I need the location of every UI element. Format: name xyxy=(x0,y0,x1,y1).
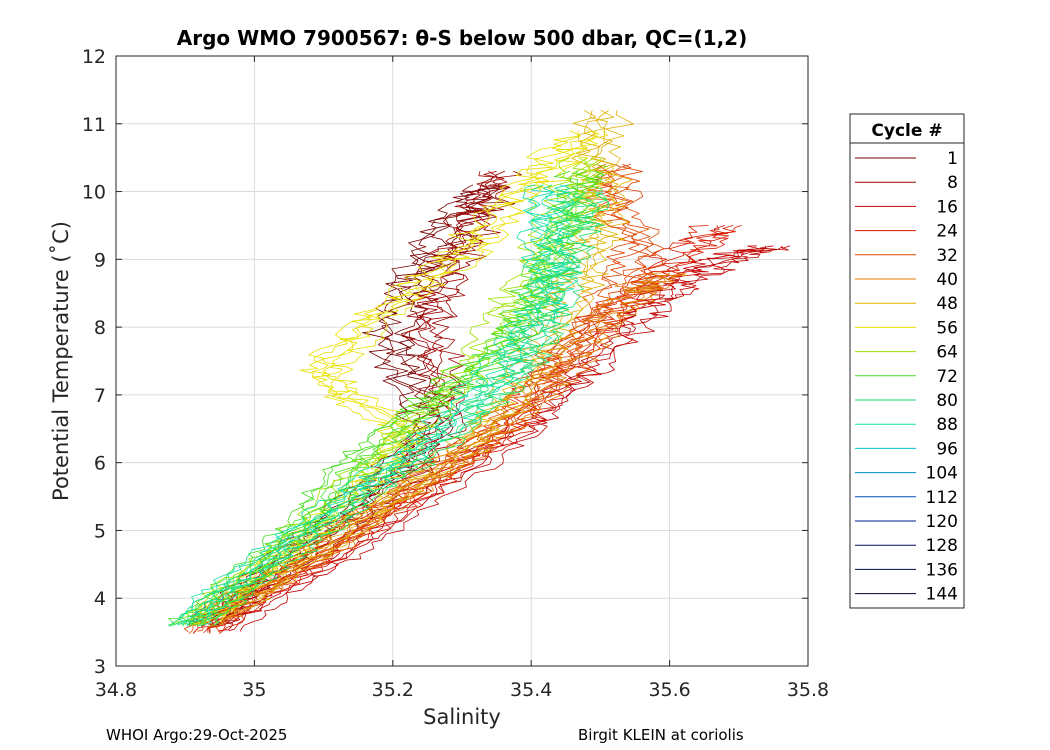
legend-label: 104 xyxy=(926,464,958,484)
series-line-48 xyxy=(221,109,626,619)
legend-box xyxy=(849,113,965,609)
legend-title: Cycle # xyxy=(871,121,942,141)
series-88 xyxy=(168,184,581,627)
legend-label: 40 xyxy=(936,270,958,290)
x-tick-label: 35.8 xyxy=(787,679,829,701)
footer-credit-left: WHOI Argo:29-Oct-2025 xyxy=(106,726,288,744)
series-line-40 xyxy=(203,272,670,625)
series-line-88 xyxy=(168,184,544,627)
legend-label: 72 xyxy=(936,367,958,387)
y-tick-label: 4 xyxy=(94,588,106,610)
y-tick-label: 10 xyxy=(82,182,106,204)
y-tick-label: 9 xyxy=(94,249,106,271)
data-series-layer xyxy=(168,109,791,635)
y-tick-label: 8 xyxy=(94,317,106,339)
series-line-24 xyxy=(219,225,742,634)
x-axis-label: Salinity xyxy=(423,705,501,729)
legend-label: 1 xyxy=(947,149,958,169)
series-line-88 xyxy=(185,184,567,627)
legend-label: 128 xyxy=(926,536,958,556)
legend-label: 88 xyxy=(936,415,958,435)
series-line-80 xyxy=(182,191,584,627)
legend-label: 56 xyxy=(936,318,958,338)
series-line-56 xyxy=(196,130,579,626)
plot-frame xyxy=(115,55,809,667)
legend-label: 64 xyxy=(936,343,958,363)
series-line-88 xyxy=(186,184,571,627)
y-tick-label: 7 xyxy=(94,385,106,407)
series-line-32 xyxy=(197,164,651,632)
series-line-64 xyxy=(188,157,600,626)
y-tick-label: 12 xyxy=(82,46,106,68)
axis-ticks: 34.8 35 35.2 35.4 35.6 35.8 3 4 5 6 7 8 9 10 11 12 xyxy=(82,46,829,701)
series-line-32 xyxy=(188,164,649,635)
legend-label: 48 xyxy=(936,294,958,314)
series-line-72 xyxy=(168,170,579,626)
legend-label: 96 xyxy=(936,439,958,459)
legend-label: 24 xyxy=(936,222,958,242)
series-line-88 xyxy=(199,184,581,626)
y-tick-label: 11 xyxy=(82,114,106,136)
legend: Cycle # 1 8 16 24 32 40 48 56 64 72 80 88 96 104 112 12… xyxy=(849,113,965,609)
series-line-32 xyxy=(215,164,665,633)
x-tick-label: 35.6 xyxy=(648,679,690,701)
x-tick-label: 35.2 xyxy=(372,679,414,701)
legend-label: 144 xyxy=(926,585,958,605)
legend-label: 120 xyxy=(926,512,958,532)
legend-label: 80 xyxy=(936,391,958,411)
series-line-48 xyxy=(208,109,616,618)
legend-label: 8 xyxy=(947,173,958,193)
series-line-80 xyxy=(197,191,608,627)
legend-label: 136 xyxy=(926,560,958,580)
legend-label: 112 xyxy=(926,488,958,508)
legend-label: 16 xyxy=(936,197,958,217)
series-line-40 xyxy=(215,272,688,625)
series-line-80 xyxy=(214,191,610,626)
x-tick-label: 34.8 xyxy=(95,679,137,701)
x-tick-label: 35 xyxy=(242,679,266,701)
y-axis-label: Potential Temperature (˚C) xyxy=(49,221,73,501)
series-line-16 xyxy=(240,245,791,632)
plot-background xyxy=(116,56,808,666)
legend-entries: 1 8 16 24 32 40 48 56 64 72 80 88 96 104 112 120 128 136 1… xyxy=(855,149,958,605)
y-tick-label: 3 xyxy=(94,656,106,678)
x-tick-label: 35.4 xyxy=(510,679,552,701)
series-line-40 xyxy=(221,272,687,625)
footer-credit-right: Birgit KLEIN at coriolis xyxy=(578,726,744,744)
y-tick-label: 5 xyxy=(94,520,106,542)
chart-title: Argo WMO 7900567: θ-S below 500 dbar, QC… xyxy=(176,26,748,50)
series-line-48 xyxy=(222,110,635,621)
y-tick-label: 6 xyxy=(94,453,106,475)
legend-label: 32 xyxy=(936,246,958,266)
